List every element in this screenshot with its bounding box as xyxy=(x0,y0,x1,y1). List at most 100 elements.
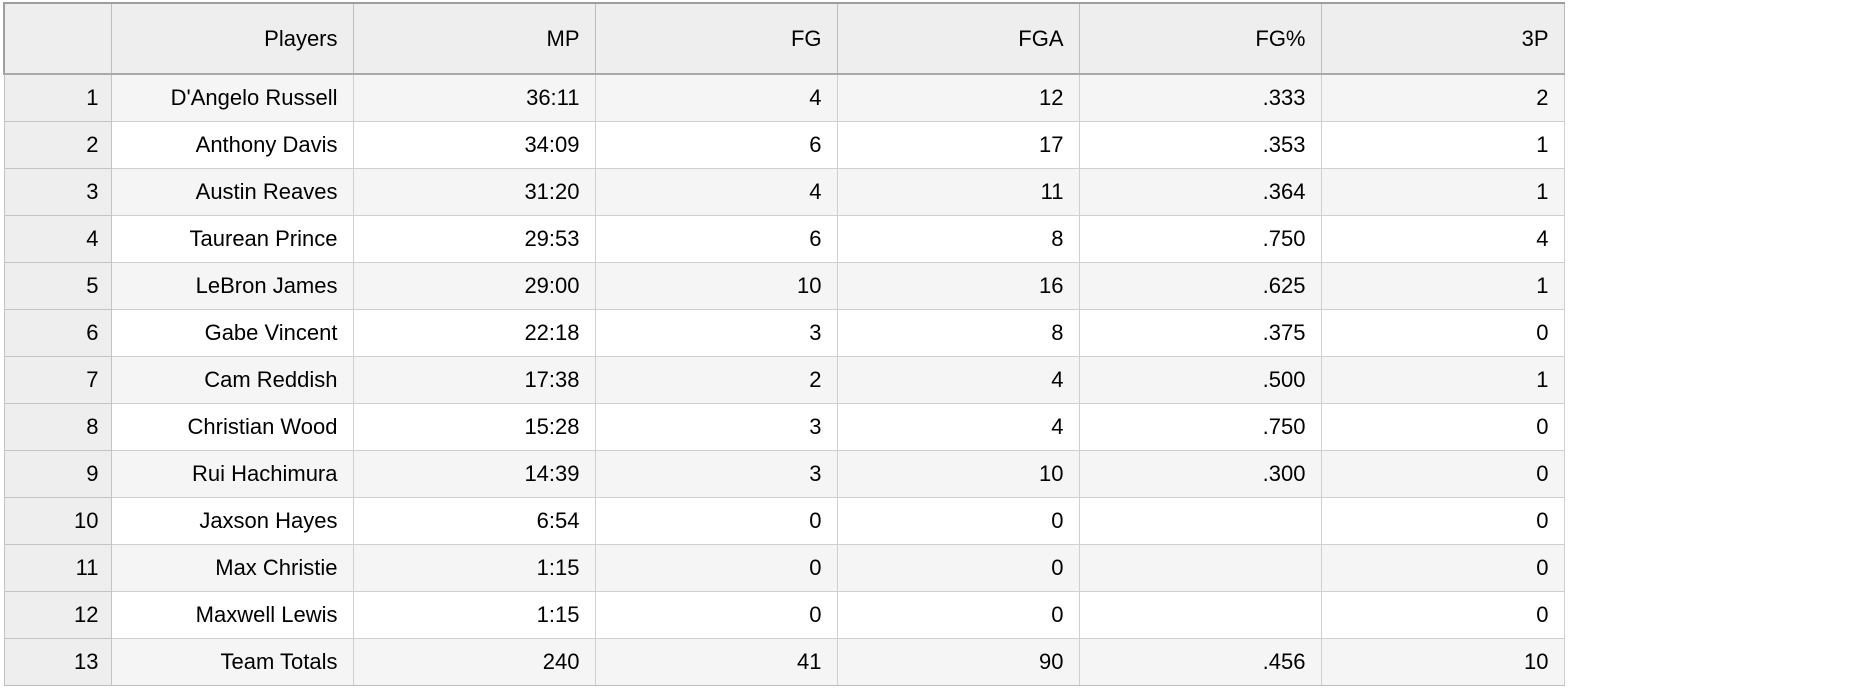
fg-cell[interactable]: 4 xyxy=(594,73,838,122)
fg-pct-cell[interactable]: .353 xyxy=(1078,120,1322,169)
3p-cell[interactable]: 4 xyxy=(1320,214,1565,263)
fg-pct-cell[interactable]: .300 xyxy=(1078,449,1322,498)
fg-pct-cell[interactable]: .333 xyxy=(1078,73,1322,122)
mp-cell[interactable]: 34:09 xyxy=(352,120,596,169)
row-number[interactable]: 6 xyxy=(3,308,112,357)
player-cell[interactable]: Christian Wood xyxy=(110,402,354,451)
fg-pct-cell[interactable] xyxy=(1078,496,1322,545)
player-cell[interactable]: Jaxson Hayes xyxy=(110,496,354,545)
player-cell[interactable]: Anthony Davis xyxy=(110,120,354,169)
mp-cell[interactable]: 14:39 xyxy=(352,449,596,498)
mp-cell[interactable]: 240 xyxy=(352,637,596,686)
row-number[interactable]: 9 xyxy=(3,449,112,498)
3p-cell[interactable]: 2 xyxy=(1320,73,1565,122)
player-cell[interactable]: Rui Hachimura xyxy=(110,449,354,498)
fga-cell[interactable]: 11 xyxy=(836,167,1080,216)
fg-cell[interactable]: 2 xyxy=(594,355,838,404)
stats-spreadsheet: Players MP FG FGA FG% 3P 1 D'Angelo Russ… xyxy=(3,2,1565,686)
player-cell[interactable]: D'Angelo Russell xyxy=(110,73,354,122)
fg-cell[interactable]: 0 xyxy=(594,590,838,639)
fg-cell[interactable]: 0 xyxy=(594,496,838,545)
fg-cell[interactable]: 0 xyxy=(594,543,838,592)
fg-pct-cell[interactable]: .500 xyxy=(1078,355,1322,404)
fg-pct-cell[interactable] xyxy=(1078,543,1322,592)
row-number[interactable]: 13 xyxy=(3,637,112,686)
fga-cell[interactable]: 4 xyxy=(836,355,1080,404)
player-cell[interactable]: Maxwell Lewis xyxy=(110,590,354,639)
3p-cell[interactable]: 1 xyxy=(1320,355,1565,404)
fg-pct-cell[interactable]: .456 xyxy=(1078,637,1322,686)
column-header-3p[interactable]: 3P xyxy=(1320,2,1565,75)
fg-cell[interactable]: 41 xyxy=(594,637,838,686)
row-number[interactable]: 8 xyxy=(3,402,112,451)
fg-cell[interactable]: 6 xyxy=(594,120,838,169)
fg-cell[interactable]: 4 xyxy=(594,167,838,216)
fga-cell[interactable]: 90 xyxy=(836,637,1080,686)
row-number[interactable]: 12 xyxy=(3,590,112,639)
column-header-fg[interactable]: FG xyxy=(594,2,838,75)
player-cell[interactable]: Gabe Vincent xyxy=(110,308,354,357)
3p-cell[interactable]: 0 xyxy=(1320,543,1565,592)
column-header-players[interactable]: Players xyxy=(110,2,354,75)
3p-cell[interactable]: 1 xyxy=(1320,261,1565,310)
3p-cell[interactable]: 0 xyxy=(1320,496,1565,545)
fga-cell[interactable]: 8 xyxy=(836,308,1080,357)
table-row: 11 Max Christie 1:15 0 0 0 xyxy=(3,543,1565,592)
player-cell[interactable]: Max Christie xyxy=(110,543,354,592)
corner-cell[interactable] xyxy=(3,2,112,75)
row-number[interactable]: 3 xyxy=(3,167,112,216)
mp-cell[interactable]: 22:18 xyxy=(352,308,596,357)
player-cell[interactable]: Austin Reaves xyxy=(110,167,354,216)
fga-cell[interactable]: 17 xyxy=(836,120,1080,169)
row-number[interactable]: 10 xyxy=(3,496,112,545)
fga-cell[interactable]: 4 xyxy=(836,402,1080,451)
row-number[interactable]: 11 xyxy=(3,543,112,592)
player-cell[interactable]: Team Totals xyxy=(110,637,354,686)
fg-pct-cell[interactable]: .750 xyxy=(1078,402,1322,451)
player-cell[interactable]: Cam Reddish xyxy=(110,355,354,404)
column-header-mp[interactable]: MP xyxy=(352,2,596,75)
mp-cell[interactable]: 15:28 xyxy=(352,402,596,451)
fg-cell[interactable]: 6 xyxy=(594,214,838,263)
fga-cell[interactable]: 16 xyxy=(836,261,1080,310)
fg-pct-cell[interactable]: .364 xyxy=(1078,167,1322,216)
player-cell[interactable]: LeBron James xyxy=(110,261,354,310)
3p-cell[interactable]: 0 xyxy=(1320,308,1565,357)
fg-cell[interactable]: 3 xyxy=(594,402,838,451)
fga-cell[interactable]: 0 xyxy=(836,543,1080,592)
fga-cell[interactable]: 10 xyxy=(836,449,1080,498)
fg-cell[interactable]: 10 xyxy=(594,261,838,310)
mp-cell[interactable]: 6:54 xyxy=(352,496,596,545)
fg-pct-cell[interactable] xyxy=(1078,590,1322,639)
fg-cell[interactable]: 3 xyxy=(594,449,838,498)
3p-cell[interactable]: 0 xyxy=(1320,590,1565,639)
mp-cell[interactable]: 29:53 xyxy=(352,214,596,263)
3p-cell[interactable]: 1 xyxy=(1320,120,1565,169)
fg-pct-cell[interactable]: .375 xyxy=(1078,308,1322,357)
3p-cell[interactable]: 1 xyxy=(1320,167,1565,216)
mp-cell[interactable]: 36:11 xyxy=(352,73,596,122)
fg-pct-cell[interactable]: .625 xyxy=(1078,261,1322,310)
row-number[interactable]: 2 xyxy=(3,120,112,169)
fga-cell[interactable]: 12 xyxy=(836,73,1080,122)
row-number[interactable]: 5 xyxy=(3,261,112,310)
mp-cell[interactable]: 1:15 xyxy=(352,590,596,639)
mp-cell[interactable]: 17:38 xyxy=(352,355,596,404)
fg-cell[interactable]: 3 xyxy=(594,308,838,357)
fga-cell[interactable]: 0 xyxy=(836,590,1080,639)
row-number[interactable]: 1 xyxy=(3,73,112,122)
3p-cell[interactable]: 0 xyxy=(1320,449,1565,498)
fg-pct-cell[interactable]: .750 xyxy=(1078,214,1322,263)
mp-cell[interactable]: 1:15 xyxy=(352,543,596,592)
fga-cell[interactable]: 0 xyxy=(836,496,1080,545)
player-cell[interactable]: Taurean Prince xyxy=(110,214,354,263)
3p-cell[interactable]: 10 xyxy=(1320,637,1565,686)
column-header-fg-pct[interactable]: FG% xyxy=(1078,2,1322,75)
column-header-fga[interactable]: FGA xyxy=(836,2,1080,75)
mp-cell[interactable]: 31:20 xyxy=(352,167,596,216)
3p-cell[interactable]: 0 xyxy=(1320,402,1565,451)
row-number[interactable]: 7 xyxy=(3,355,112,404)
mp-cell[interactable]: 29:00 xyxy=(352,261,596,310)
fga-cell[interactable]: 8 xyxy=(836,214,1080,263)
row-number[interactable]: 4 xyxy=(3,214,112,263)
